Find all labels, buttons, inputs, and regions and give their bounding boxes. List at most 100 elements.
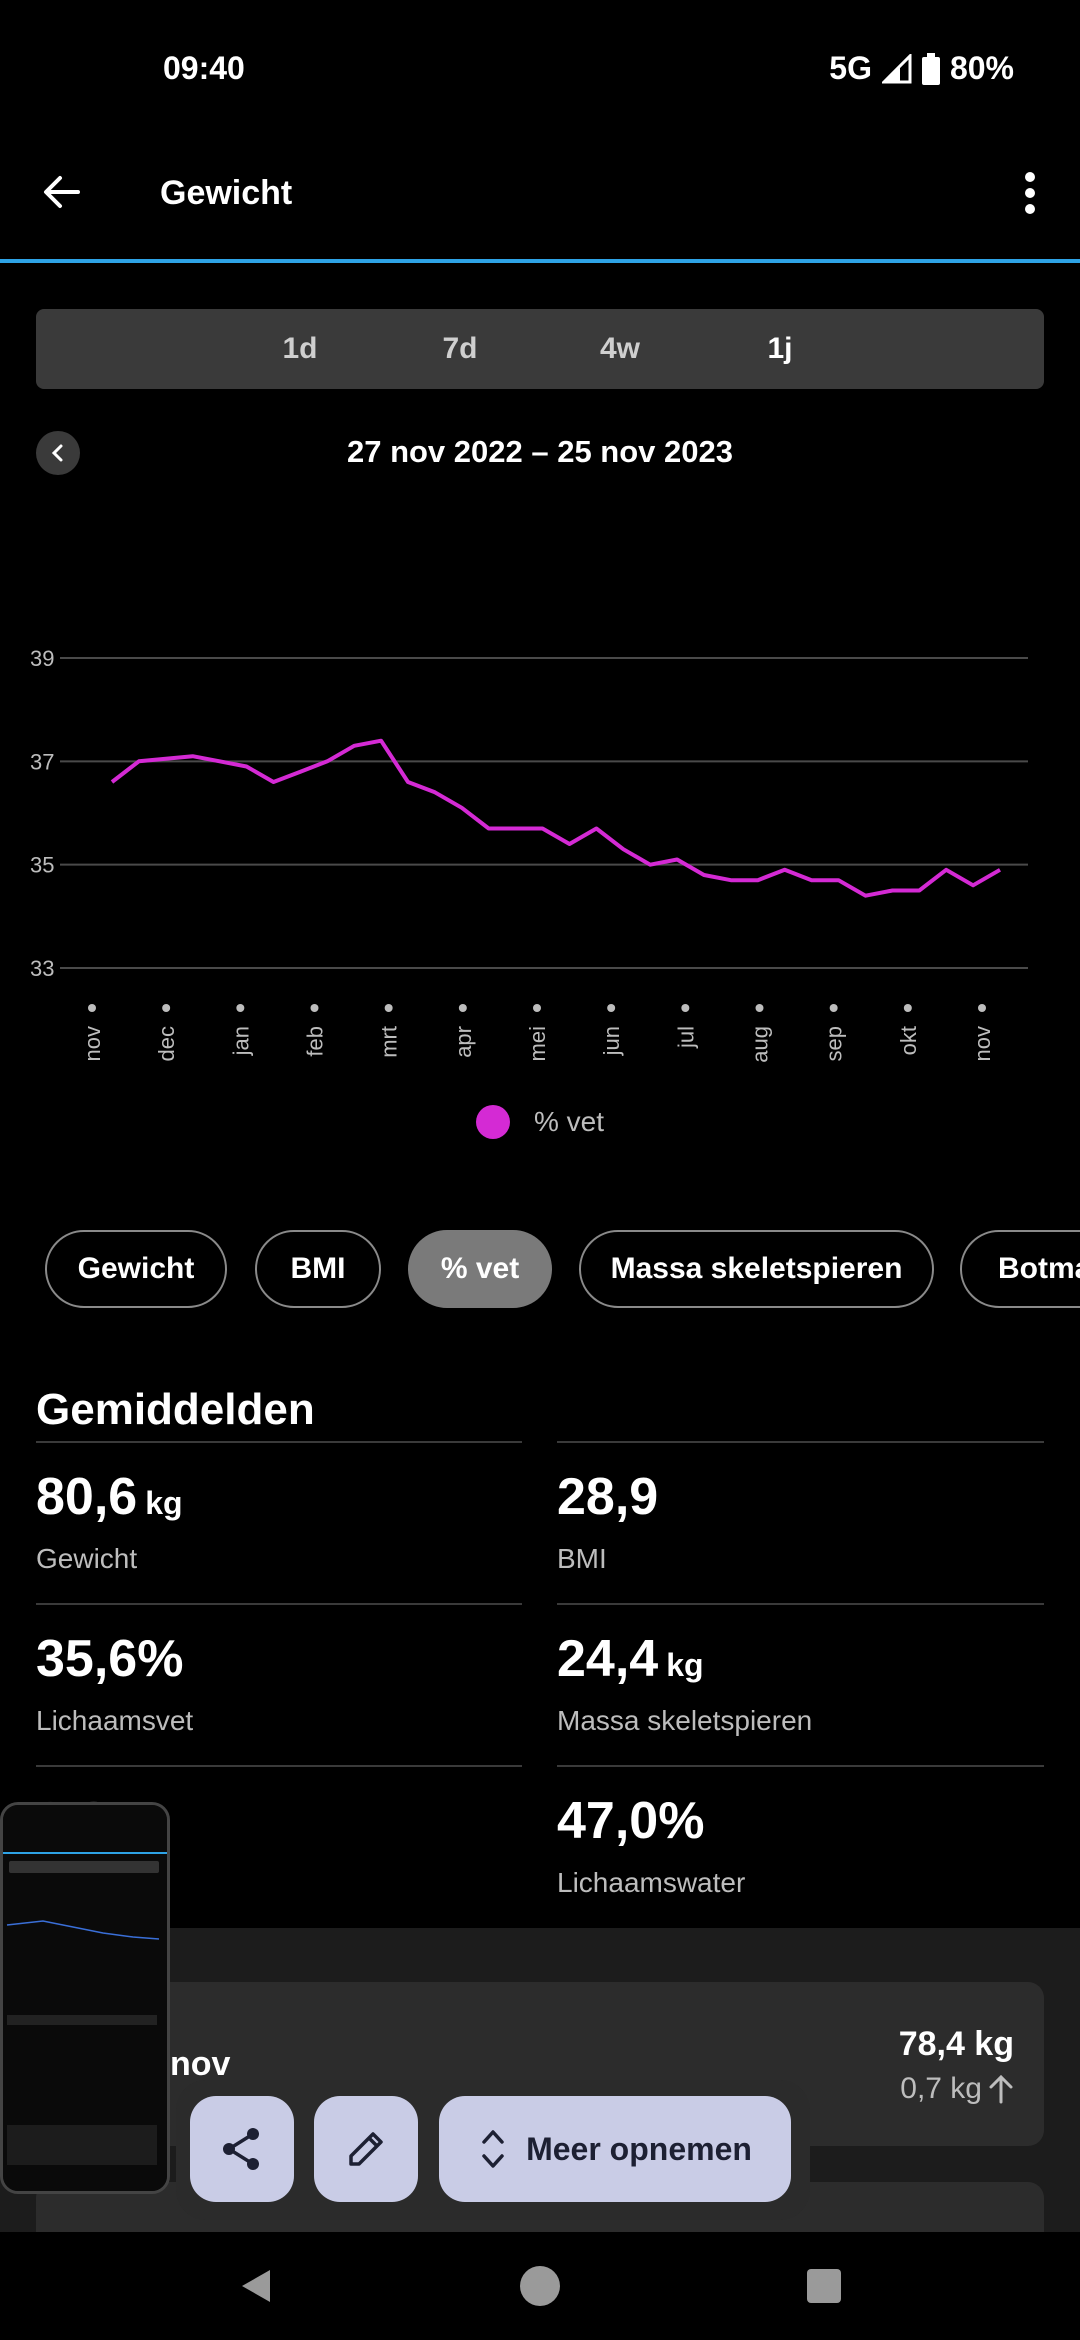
x-tick-dot — [88, 1004, 96, 1012]
nav-recents-button[interactable] — [792, 2254, 856, 2318]
range-tabs: 1d 7d 4w 1j — [36, 309, 1044, 389]
line-chart: 39 37 35 33 nov dec jan feb mrt apr mei jun jul aug se… — [30, 646, 1028, 1063]
x-tick-dot — [607, 1004, 616, 1012]
x-tick-label: nov — [970, 1026, 995, 1061]
back-button[interactable] — [30, 160, 94, 224]
screenshot-thumbnail[interactable] — [0, 1802, 170, 2194]
y-tick-label: 39 — [30, 646, 54, 671]
network-label: 5G — [829, 50, 872, 86]
share-button[interactable] — [190, 2096, 294, 2202]
x-tick-dot — [236, 1004, 245, 1012]
avg-bmi: 28,9 BMI — [557, 1467, 1043, 1575]
averages-title: Gemiddelden — [36, 1385, 315, 1434]
square-recents-icon — [807, 2269, 841, 2303]
x-tick-label: sep — [822, 1026, 847, 1061]
divider — [36, 1603, 522, 1605]
screenshot-preview-image — [3, 1805, 167, 2191]
avg-label: Massa skeletspieren — [557, 1705, 813, 1736]
x-tick-label: nov — [80, 1026, 105, 1061]
x-tick-label: mrt — [377, 1026, 402, 1058]
x-tick-dot — [829, 1004, 838, 1012]
avg-gewicht: 80,6 kg Gewicht — [36, 1467, 522, 1575]
chip-massa-skeletspieren[interactable]: Massa skeletspieren — [579, 1230, 934, 1308]
x-tick-dot — [533, 1004, 541, 1012]
page-title: Gewicht — [160, 174, 293, 212]
x-tick-dot — [384, 1004, 393, 1012]
tab-4w[interactable]: 4w — [599, 332, 641, 365]
navigation-bar — [0, 2232, 1080, 2340]
avg-lichaamsvet: 35,6% Lichaamsvet — [36, 1629, 522, 1737]
x-tick-dot — [162, 1004, 171, 1012]
triangle-back-icon — [242, 2270, 270, 2302]
x-tick-dot — [681, 1004, 690, 1012]
y-tick-label: 37 — [30, 749, 54, 774]
x-tick-dot — [755, 1004, 764, 1012]
app-bar-divider — [0, 259, 1080, 263]
legend-dot — [475, 1105, 510, 1139]
battery-label: 80% — [949, 50, 1014, 86]
signal-icon — [881, 53, 912, 83]
edit-button[interactable] — [314, 2096, 418, 2202]
previous-period-button[interactable] — [36, 431, 80, 475]
more-options-button[interactable] — [1000, 158, 1060, 228]
chip-gewicht[interactable]: Gewicht — [45, 1230, 227, 1308]
chart: 39 37 35 33 nov dec jan feb mrt apr mei jun jul aug se… — [0, 600, 1080, 1120]
chart-legend: % vet — [0, 1100, 1080, 1144]
share-icon — [223, 2128, 259, 2170]
divider — [557, 1765, 1044, 1767]
avg-label: BMI — [557, 1543, 607, 1574]
x-tick-label: jul — [673, 1026, 698, 1049]
avg-value: 80,6 kg — [36, 1468, 183, 1526]
nav-back-button[interactable] — [224, 2254, 288, 2318]
date-range: 27 nov 2022 – 25 nov 2023 — [346, 434, 734, 469]
avg-value: 35,6% — [36, 1630, 184, 1688]
tab-1j[interactable]: 1j — [767, 332, 793, 365]
x-tick-dot — [310, 1004, 319, 1012]
chevron-left-icon — [51, 444, 63, 462]
x-tick-dot — [903, 1004, 912, 1012]
x-tick-dot — [458, 1004, 467, 1012]
more-vert-icon — [1025, 172, 1035, 214]
legend-label: % vet — [533, 1106, 605, 1137]
divider — [557, 1603, 1044, 1605]
avg-label: Gewicht — [36, 1543, 138, 1574]
avg-massa-skeletspieren: 24,4 kg Massa skeletspieren — [557, 1629, 1043, 1737]
unfold-icon — [482, 2130, 504, 2168]
x-tick-label: okt — [896, 1026, 921, 1055]
avg-value: 47,0% — [557, 1792, 705, 1850]
avg-value: 24,4 kg — [557, 1630, 704, 1688]
avg-value: 28,9 — [557, 1468, 659, 1526]
chip-vet[interactable]: % vet — [408, 1230, 552, 1308]
arrow-left-icon — [44, 176, 80, 208]
nav-home-button[interactable] — [508, 2254, 572, 2318]
entry-weight: 78,4 kg — [898, 2025, 1014, 2063]
x-tick-label: mei — [525, 1026, 550, 1061]
chip-bmi[interactable]: BMI — [255, 1230, 381, 1308]
divider — [36, 1765, 522, 1767]
x-tick-label: apr — [451, 1026, 476, 1058]
tab-7d[interactable]: 7d — [442, 332, 478, 365]
x-tick-label: dec — [154, 1026, 179, 1061]
x-tick-label: jan — [228, 1026, 253, 1056]
divider — [557, 1441, 1044, 1443]
tab-1d[interactable]: 1d — [282, 332, 318, 365]
battery-icon — [921, 52, 940, 85]
divider — [36, 1441, 522, 1443]
pencil-icon — [349, 2132, 383, 2166]
metric-chips: Gewicht BMI % vet Massa skeletspieren Bo… — [0, 1230, 1080, 1310]
series-line — [110, 738, 1001, 898]
x-tick-label: jun — [599, 1026, 624, 1056]
status-icons: 5G 80% — [829, 50, 1014, 87]
chip-botmassa[interactable]: Botma — [960, 1230, 1080, 1308]
entry-change: 0,7 kg — [900, 2072, 1014, 2106]
x-tick-dot — [978, 1004, 986, 1012]
avg-label: Lichaamswater — [557, 1867, 746, 1898]
x-tick-label: feb — [303, 1026, 328, 1057]
circle-home-icon — [520, 2266, 560, 2306]
avg-lichaamswater: 47,0% Lichaamswater — [557, 1791, 1043, 1899]
record-more-button[interactable]: Meer opnemen — [439, 2096, 791, 2202]
avg-label: Lichaamsvet — [36, 1705, 194, 1736]
x-tick-label: aug — [748, 1026, 773, 1063]
record-more-label: Meer opnemen — [526, 2130, 752, 2167]
status-time: 09:40 — [163, 50, 245, 86]
